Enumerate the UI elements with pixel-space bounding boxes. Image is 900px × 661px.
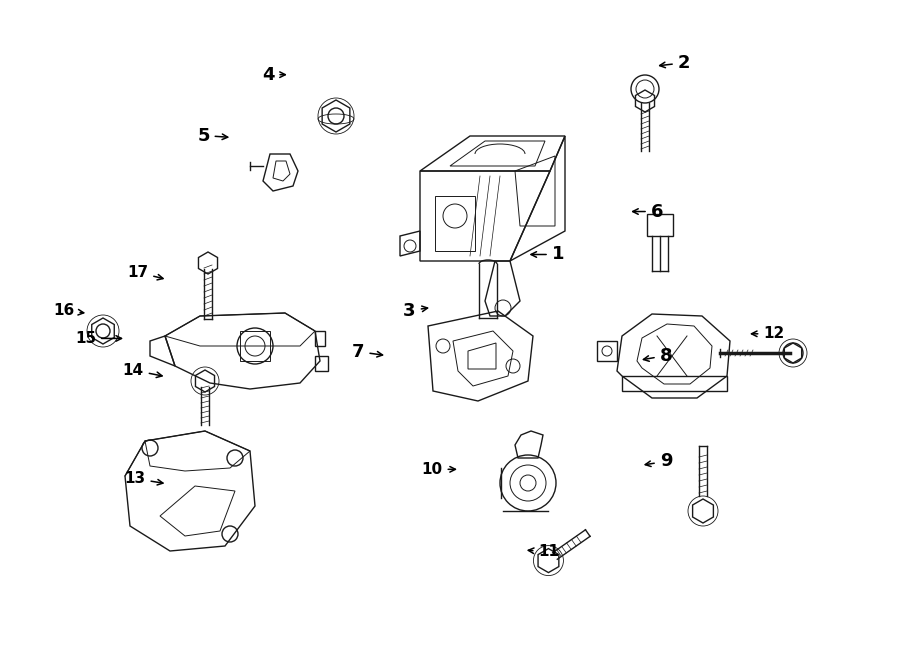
Text: 8: 8: [644, 346, 672, 365]
Text: 9: 9: [645, 452, 672, 471]
Text: 17: 17: [127, 265, 163, 280]
Text: 12: 12: [752, 327, 785, 341]
Text: 3: 3: [403, 301, 427, 320]
Text: 1: 1: [531, 245, 564, 264]
Text: 6: 6: [633, 202, 663, 221]
Text: 14: 14: [122, 363, 162, 377]
Text: 5: 5: [197, 126, 228, 145]
Text: 11: 11: [528, 545, 560, 559]
Text: 13: 13: [124, 471, 163, 486]
Text: 15: 15: [75, 331, 122, 346]
Text: 4: 4: [262, 65, 285, 84]
Text: 7: 7: [352, 342, 382, 361]
Text: 16: 16: [53, 303, 84, 318]
Text: 10: 10: [421, 462, 455, 477]
Text: 2: 2: [660, 54, 690, 72]
